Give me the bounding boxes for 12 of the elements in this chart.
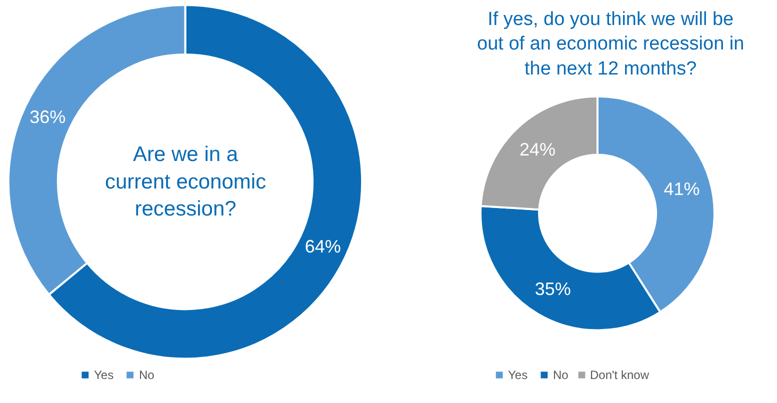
data-label: 36% bbox=[30, 107, 66, 128]
legend-label: No bbox=[139, 368, 155, 382]
legend-label: Yes bbox=[94, 368, 114, 382]
data-label: 64% bbox=[304, 236, 341, 257]
text: Are we in a current economic recession? bbox=[105, 143, 266, 221]
legend-label: No bbox=[553, 368, 569, 382]
data-label: 41% bbox=[664, 178, 700, 199]
legend-label: Yes bbox=[508, 368, 528, 382]
data-label: 24% bbox=[519, 139, 556, 160]
legend-label: Don't know bbox=[590, 368, 650, 382]
chart-title: If yes, do you think we will be out of an economic recession in the next 12 months? bbox=[477, 9, 744, 80]
data-label: 35% bbox=[534, 278, 571, 299]
